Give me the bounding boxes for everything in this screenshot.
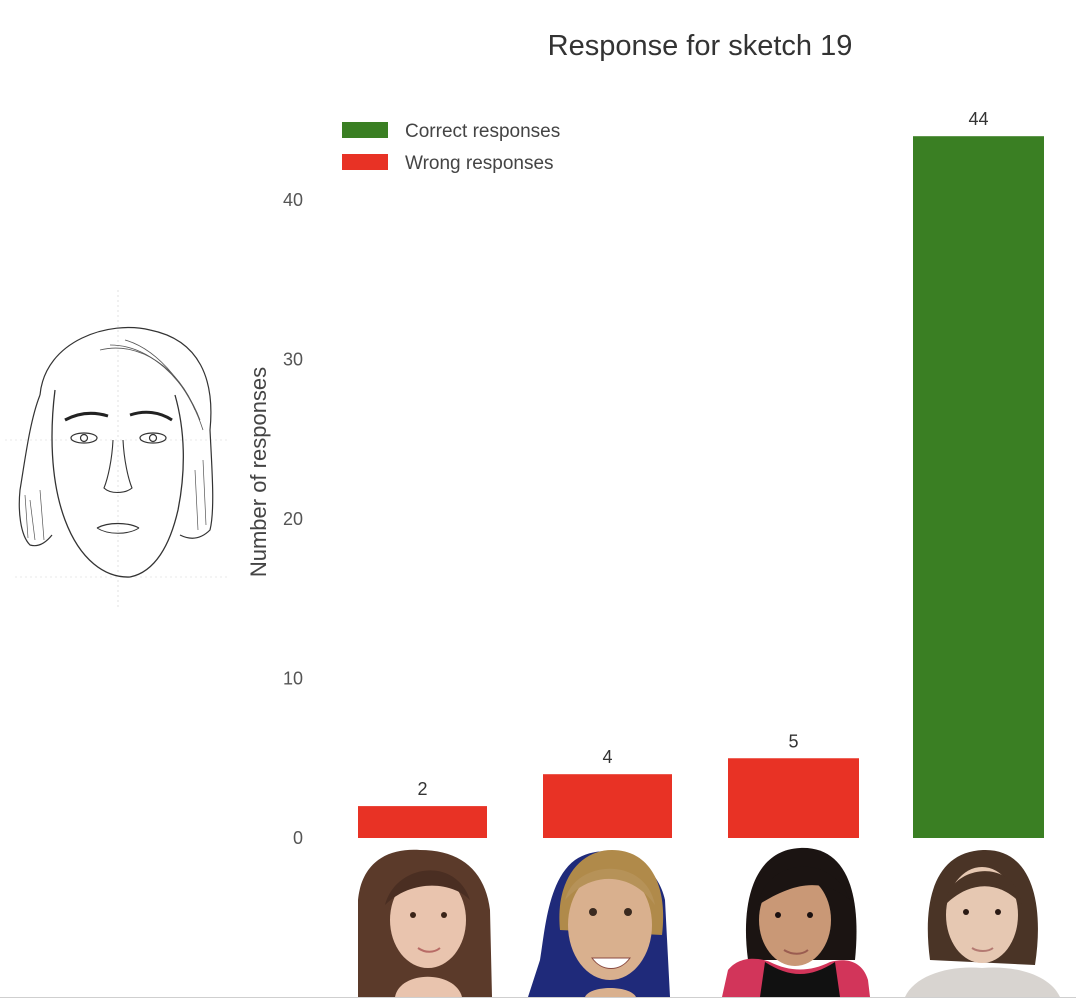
y-axis-label: Number of responses: [246, 367, 271, 577]
bar-face-3: [728, 758, 859, 838]
bar-value-label: 4: [602, 747, 612, 767]
chart-title: Response for sketch 19: [548, 30, 853, 62]
photo-face-1: [358, 849, 492, 997]
legend: Correct responses Wrong responses: [342, 121, 560, 174]
photo-face-2: [528, 850, 670, 997]
bar-face-4: [913, 136, 1044, 838]
bar-value-label: 2: [417, 779, 427, 799]
value-labels: 2 4 5 44: [417, 109, 988, 799]
legend-swatch-wrong: [342, 154, 388, 170]
photo-face-3: [722, 847, 870, 997]
y-tick-label: 30: [283, 350, 303, 370]
y-tick-label: 10: [283, 669, 303, 689]
sketch-image: [5, 290, 230, 610]
y-tick-label: 20: [283, 509, 303, 529]
candidate-photos: [358, 847, 1060, 997]
bar-face-1: [358, 806, 487, 838]
legend-label-correct: Correct responses: [405, 121, 560, 142]
photo-face-4: [905, 849, 1060, 997]
bottom-border: [0, 997, 1076, 998]
y-tick-label: 40: [283, 190, 303, 210]
legend-label-wrong: Wrong responses: [405, 153, 554, 174]
bar-value-label: 5: [788, 731, 798, 751]
y-tick-label: 0: [293, 828, 303, 848]
bar-value-label: 44: [968, 109, 988, 129]
bar-face-2: [543, 774, 672, 838]
bars: [358, 136, 1044, 838]
legend-swatch-correct: [342, 122, 388, 138]
y-axis-ticks: 0 10 20 30 40: [283, 190, 303, 848]
